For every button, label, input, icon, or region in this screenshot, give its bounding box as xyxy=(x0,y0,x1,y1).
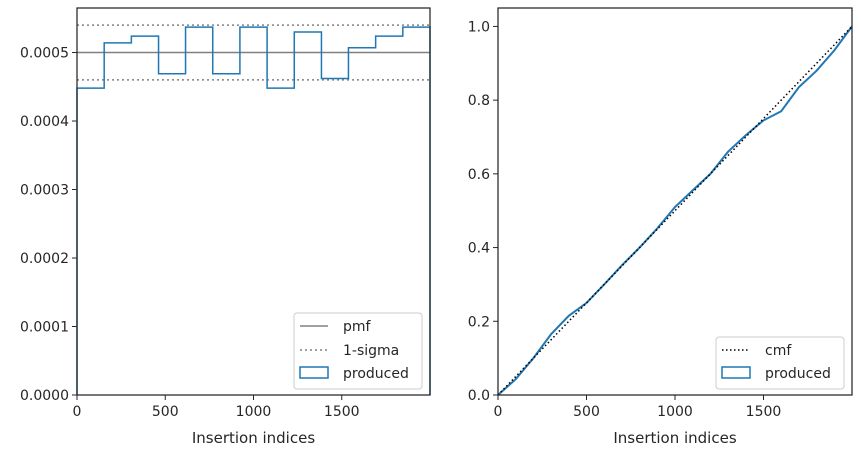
x-tick-label: 0 xyxy=(73,404,82,420)
x-tick-label: 1000 xyxy=(657,404,693,420)
x-tick-label: 500 xyxy=(573,404,600,420)
legend-box xyxy=(293,312,423,390)
legend-label: produced xyxy=(765,366,831,382)
y-tick-label: 0.0000 xyxy=(20,388,69,404)
legend-label: produced xyxy=(343,366,409,382)
legend-label: 1-sigma xyxy=(343,343,399,359)
y-tick-label: 0.8 xyxy=(468,93,490,109)
y-tick-label: 1.0 xyxy=(468,19,490,35)
y-tick-label: 0.0002 xyxy=(20,251,69,267)
x-tick-label: 500 xyxy=(152,404,179,420)
y-tick-label: 0.0001 xyxy=(20,320,69,336)
legend: pmf 1-sigma produced xyxy=(293,312,423,390)
y-tick-label: 0.0003 xyxy=(20,183,69,199)
x-tick-label: 0 xyxy=(494,404,503,420)
plot-frame xyxy=(76,7,431,396)
y-tick-label: 0.0005 xyxy=(20,46,69,62)
legend-label: cmf xyxy=(765,343,792,359)
y-tick-label: 0.0 xyxy=(468,388,490,404)
legend-label: pmf xyxy=(343,319,372,335)
y-tick-label: 0.4 xyxy=(468,241,490,257)
chart-left-histogram: 0 500 1000 1500 0.0000 0.0001 0.0002 0.0003 0.00… xyxy=(20,7,431,447)
x-tick-label: 1500 xyxy=(324,404,360,420)
y-tick-label: 0.0004 xyxy=(20,114,69,130)
legend-box xyxy=(715,336,845,390)
x-tick-label: 1000 xyxy=(236,404,272,420)
y-tick-label: 0.6 xyxy=(468,167,490,183)
produced-step-series xyxy=(76,26,431,395)
x-tick-label: 1500 xyxy=(746,404,782,420)
legend: cmf produced xyxy=(715,336,845,390)
y-tick-label: 0.2 xyxy=(468,314,490,330)
chart-right-cdf: 0 500 1000 1500 0.0 0.2 0.4 0.6 0.8 1.0 Insertion … xyxy=(468,7,853,447)
produced-cumulative-series xyxy=(497,25,853,396)
cmf-line xyxy=(497,25,853,396)
legend-produced-patch xyxy=(721,366,751,379)
x-axis-label: Insertion indices xyxy=(192,429,315,447)
x-axis-label: Insertion indices xyxy=(613,429,736,447)
plot-frame xyxy=(497,7,853,396)
legend-produced-patch xyxy=(299,366,329,379)
